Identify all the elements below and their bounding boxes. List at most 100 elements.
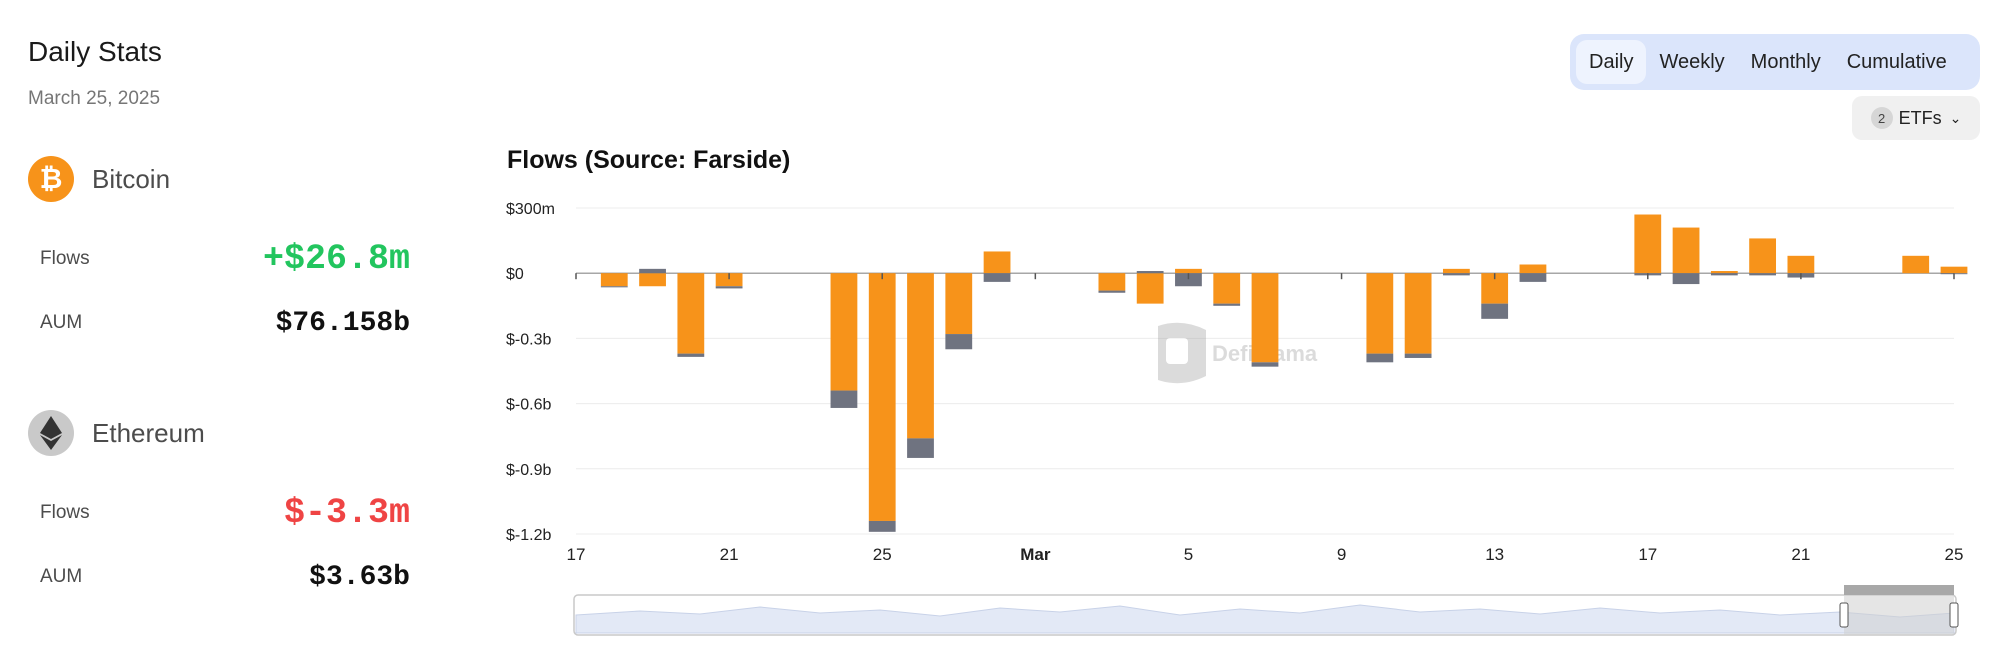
stats-title: Daily Stats bbox=[28, 36, 162, 67]
bitcoin-icon: ₿ bbox=[28, 156, 74, 202]
bar-bitcoin bbox=[1366, 273, 1394, 354]
y-tick-label: $-1.2b bbox=[506, 527, 551, 544]
bar-bitcoin bbox=[677, 273, 705, 354]
x-tick-label: Mar bbox=[1020, 545, 1051, 564]
period-cumulative-tab[interactable]: Cumulative bbox=[1846, 50, 1947, 73]
bar-bitcoin bbox=[1787, 255, 1815, 274]
period-selector: Daily Weekly Monthly Cumulative bbox=[1570, 34, 1980, 90]
bitcoin-flows-label: Flows bbox=[40, 248, 90, 269]
bar-bitcoin bbox=[715, 273, 743, 287]
bar-bitcoin bbox=[600, 273, 628, 287]
y-tick-label: $-0.3b bbox=[506, 331, 551, 348]
bar-bitcoin bbox=[1672, 227, 1700, 274]
x-tick-label: 25 bbox=[1945, 545, 1964, 564]
y-tick-label: $-0.6b bbox=[506, 397, 551, 414]
bitcoin-aum-value: $76.158b bbox=[275, 307, 410, 339]
etf-count-badge: 2 bbox=[1870, 107, 1893, 129]
ethereum-name: Ethereum bbox=[92, 417, 205, 448]
bar-bitcoin bbox=[1175, 268, 1202, 274]
bitcoin-flows-row: Flows +$26.8m bbox=[40, 234, 410, 284]
bars-layer bbox=[600, 214, 1968, 532]
bar-ethereum bbox=[677, 353, 705, 357]
bar-ethereum bbox=[1136, 271, 1164, 274]
period-weekly-tab[interactable]: Weekly bbox=[1659, 50, 1725, 73]
bar-ethereum bbox=[983, 273, 1011, 282]
bitcoin-aum-row: AUM $76.158b bbox=[40, 298, 410, 348]
ethereum-aum-row: AUM $3.63b bbox=[40, 552, 410, 602]
bar-ethereum bbox=[945, 334, 973, 350]
bar-bitcoin bbox=[1749, 238, 1777, 274]
bar-bitcoin bbox=[1902, 255, 1930, 274]
bar-ethereum bbox=[1749, 273, 1777, 276]
x-tick-label: 21 bbox=[1791, 545, 1810, 564]
bar-bitcoin bbox=[1442, 268, 1470, 274]
bitcoin-flows-value: +$26.8m bbox=[262, 239, 410, 279]
y-axis: $300m $0 $-0.3b $-0.6b $-0.9b $-1.2b bbox=[506, 201, 555, 544]
ethereum-flows-value: $-3.3m bbox=[283, 493, 410, 533]
bitcoin-name: Bitcoin bbox=[92, 163, 171, 194]
bar-bitcoin bbox=[1136, 273, 1164, 304]
ethereum-aum-value: $3.63b bbox=[309, 561, 410, 593]
watermark: DefiLlama bbox=[1158, 322, 1318, 384]
ethereum-aum-label: AUM bbox=[40, 566, 83, 587]
bar-bitcoin bbox=[1251, 273, 1279, 363]
bar-ethereum bbox=[1175, 273, 1202, 287]
bar-ethereum bbox=[907, 438, 934, 458]
stats-date: March 25, 2025 bbox=[28, 88, 161, 109]
bar-ethereum bbox=[1213, 303, 1241, 306]
overview-window-handle-bar bbox=[1844, 585, 1954, 595]
bar-bitcoin bbox=[945, 273, 973, 335]
bar-bitcoin bbox=[1634, 214, 1662, 274]
bar-ethereum bbox=[715, 286, 743, 289]
x-tick-label: 5 bbox=[1184, 545, 1193, 564]
ethereum-flows-label: Flows bbox=[40, 502, 90, 523]
chevron-down-icon: ⌄ bbox=[1949, 109, 1962, 126]
bar-bitcoin bbox=[1098, 273, 1126, 291]
chart-grid bbox=[576, 207, 1954, 535]
y-tick-label: $0 bbox=[506, 266, 524, 283]
ethereum-header: Ethereum bbox=[28, 410, 205, 456]
x-tick-label: 17 bbox=[567, 545, 586, 564]
bar-ethereum bbox=[639, 268, 666, 274]
bar-ethereum bbox=[1404, 353, 1432, 358]
x-tick-label: 17 bbox=[1638, 545, 1657, 564]
bar-bitcoin bbox=[1710, 271, 1738, 274]
bar-ethereum bbox=[868, 520, 896, 532]
bitcoin-header: ₿ Bitcoin bbox=[28, 156, 170, 202]
period-daily-tab[interactable]: Daily bbox=[1576, 40, 1647, 84]
bar-bitcoin bbox=[1213, 273, 1241, 304]
overview-window bbox=[1844, 595, 1954, 635]
ethereum-icon bbox=[28, 410, 74, 456]
bar-ethereum bbox=[1251, 362, 1279, 367]
bar-bitcoin bbox=[830, 273, 858, 391]
overview-right-handle[interactable] bbox=[1949, 602, 1959, 628]
bar-ethereum bbox=[600, 286, 628, 288]
bar-bitcoin bbox=[983, 251, 1011, 274]
ethereum-flows-row: Flows $-3.3m bbox=[40, 488, 410, 538]
bar-bitcoin bbox=[639, 273, 666, 287]
bitcoin-aum-label: AUM bbox=[40, 312, 83, 333]
bar-bitcoin bbox=[907, 273, 934, 439]
x-tick-label: 21 bbox=[720, 545, 739, 564]
overview-left-handle[interactable] bbox=[1839, 602, 1849, 628]
overview-slider[interactable] bbox=[573, 585, 1959, 636]
bar-ethereum bbox=[1672, 273, 1700, 285]
bar-ethereum bbox=[1442, 273, 1470, 276]
bar-bitcoin bbox=[1404, 273, 1432, 354]
bar-bitcoin bbox=[868, 273, 896, 521]
x-axis: 17 21 25 Mar 5 9 13 17 21 25 bbox=[567, 273, 1964, 564]
etf-filter-button[interactable]: 2 ETFs ⌄ bbox=[1852, 96, 1980, 140]
bar-ethereum bbox=[1519, 273, 1547, 282]
bar-ethereum bbox=[1366, 353, 1394, 363]
y-tick-label: $-0.9b bbox=[506, 462, 551, 479]
period-monthly-tab[interactable]: Monthly bbox=[1750, 50, 1821, 73]
llama-logo-icon bbox=[1158, 322, 1206, 384]
bar-ethereum bbox=[1098, 290, 1126, 293]
bar-ethereum bbox=[1710, 273, 1738, 276]
x-tick-label: 9 bbox=[1337, 545, 1346, 564]
etf-label: ETFs bbox=[1898, 107, 1942, 128]
bar-bitcoin bbox=[1519, 264, 1547, 274]
bar-ethereum bbox=[1481, 303, 1509, 319]
x-tick-label: 25 bbox=[873, 545, 892, 564]
